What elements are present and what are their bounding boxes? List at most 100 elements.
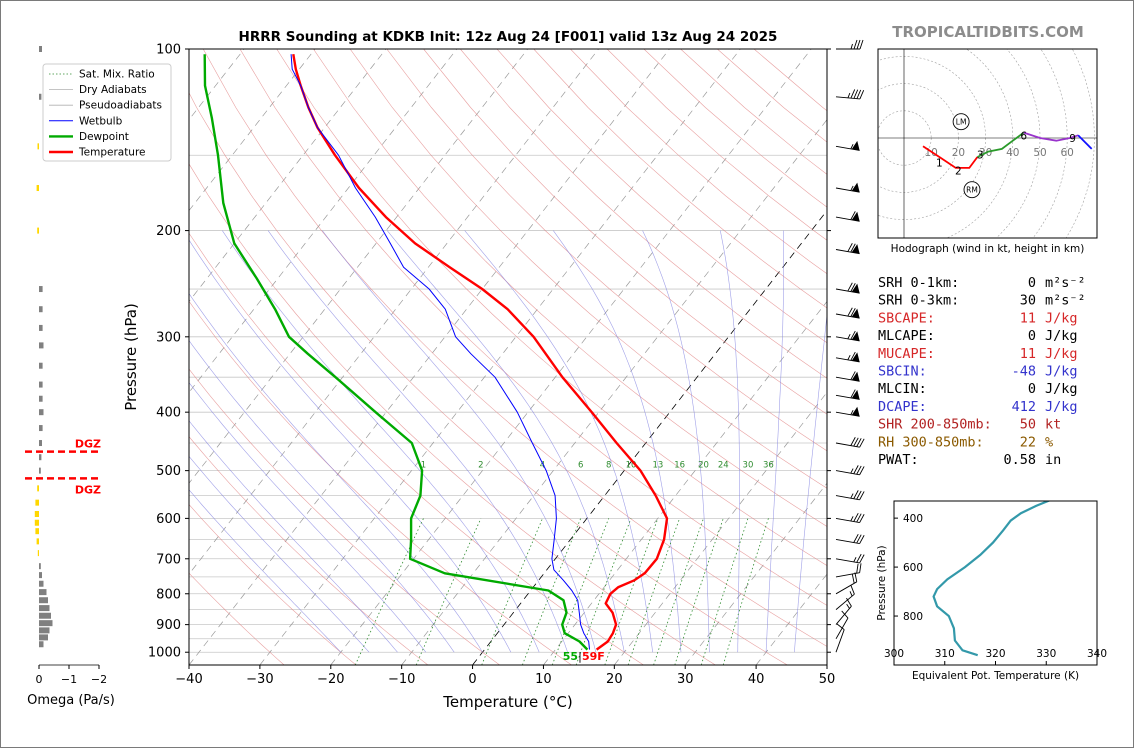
surface-dewpoint-label: 55 xyxy=(563,650,578,663)
barb-full xyxy=(850,283,856,292)
barb-flag xyxy=(851,371,860,382)
storm-motion-marker xyxy=(952,113,970,131)
omega-bar xyxy=(39,454,42,461)
omega-bar xyxy=(39,306,43,313)
y-tick-label: 900 xyxy=(156,618,181,633)
dgz-label: DGZ xyxy=(75,483,101,496)
isotherm xyxy=(189,49,528,484)
wind-barb xyxy=(835,282,860,294)
barb-full xyxy=(859,90,865,100)
moist-adiabat xyxy=(189,455,370,653)
x-tick-label: −20 xyxy=(317,672,344,687)
omega-bar xyxy=(39,634,48,641)
barb-full xyxy=(850,371,856,381)
legend-entry: Temperature xyxy=(78,147,146,159)
omega-bar xyxy=(35,528,39,535)
wind-barb xyxy=(835,211,860,222)
wind-barb xyxy=(835,512,865,524)
omega-bar xyxy=(39,409,44,416)
wind-barb xyxy=(835,465,865,476)
stat-unit: J/kg xyxy=(1045,346,1078,362)
theta-e-x-tick-label: 320 xyxy=(985,648,1005,660)
barb-staff xyxy=(835,376,860,382)
dry-adiabat xyxy=(349,49,827,489)
wind-barb xyxy=(835,351,860,363)
x-tick-label: 20 xyxy=(606,672,623,687)
dry-adiabat xyxy=(239,49,827,606)
legend-entry: Wetbulb xyxy=(79,115,123,127)
stat-label: PWAT: xyxy=(878,452,919,468)
stat-value: 0 xyxy=(1028,275,1036,291)
omega-bar xyxy=(39,580,44,587)
stat-unit: J/kg xyxy=(1045,310,1078,326)
barb-full xyxy=(850,211,856,220)
x-tick-label: −30 xyxy=(246,672,273,687)
dry-adiabat xyxy=(202,49,827,647)
y-tick-label: 500 xyxy=(156,464,181,479)
x-tick-label: 40 xyxy=(748,672,765,687)
stat-unit: kt xyxy=(1045,417,1061,433)
legend-entry: Dewpoint xyxy=(79,131,129,143)
barb-half xyxy=(850,43,853,50)
stat-value: 30 xyxy=(1020,293,1036,309)
y-tick-label: 600 xyxy=(156,512,181,527)
mixing-ratio-label: 6 xyxy=(578,461,583,471)
omega-bar xyxy=(39,425,43,432)
x-tick-label: 50 xyxy=(819,672,836,687)
mixing-ratio-line xyxy=(415,518,482,665)
barb-staff xyxy=(835,470,860,476)
theta-e-plot xyxy=(932,501,1051,657)
barb-full xyxy=(853,437,859,447)
stat-value: 0 xyxy=(1028,328,1036,344)
mixing-ratio-label: 4 xyxy=(540,461,545,471)
moist-adiabat xyxy=(189,489,341,653)
barb-full xyxy=(859,514,865,523)
barb-staff xyxy=(835,538,860,545)
storm-motion-label: LM xyxy=(956,118,967,127)
barb-full xyxy=(836,623,845,630)
temperature-line xyxy=(292,54,669,651)
wind-barb xyxy=(835,623,845,653)
barb-full xyxy=(853,512,859,522)
isotherm xyxy=(189,49,458,393)
stat-label: RH 300-850mb: xyxy=(878,434,984,450)
mixing-ratio-label: 13 xyxy=(652,461,663,471)
wind-barb xyxy=(835,437,865,448)
barb-full xyxy=(856,465,862,475)
dry-adiabat xyxy=(423,49,827,415)
legend-box xyxy=(42,63,172,162)
omega-tick-label: −1 xyxy=(61,673,77,686)
y-tick-label: 200 xyxy=(156,224,181,239)
barb-full xyxy=(853,465,859,474)
isotherm xyxy=(189,49,670,665)
moist-adiabat xyxy=(720,230,740,653)
omega-bar xyxy=(39,563,41,570)
omega-bar xyxy=(39,46,42,52)
omega-bar xyxy=(36,185,39,192)
moist-adiabat xyxy=(189,293,483,653)
barb-full xyxy=(850,308,856,317)
hodograph-ring-label: 50 xyxy=(1033,147,1046,159)
moist-adiabat xyxy=(794,312,827,653)
omega-bar xyxy=(34,519,39,526)
barb-staff xyxy=(835,495,860,501)
barb-staff xyxy=(835,442,860,448)
y-tick-label: 800 xyxy=(156,587,181,602)
barb-full xyxy=(841,610,849,619)
dry-adiabat xyxy=(189,504,357,665)
surface-temp-label: 59F xyxy=(582,650,605,663)
dry-adiabat xyxy=(496,49,827,344)
barb-half xyxy=(850,409,854,416)
dry-adiabat xyxy=(189,436,429,665)
omega-bar xyxy=(39,612,51,619)
stat-value: -48 xyxy=(1012,364,1036,380)
legend-entry: Sat. Mix. Ratio xyxy=(79,69,155,81)
stat-value: 50 xyxy=(1020,417,1036,433)
theta-e-frame xyxy=(893,500,1098,666)
barb-half xyxy=(850,516,854,522)
y-tick-label: 1000 xyxy=(148,646,181,661)
mixing-ratio-line xyxy=(700,518,749,665)
stat-unit: % xyxy=(1045,434,1053,450)
barb-half xyxy=(853,557,857,563)
legend-entry: Dry Adiabats xyxy=(79,84,147,96)
